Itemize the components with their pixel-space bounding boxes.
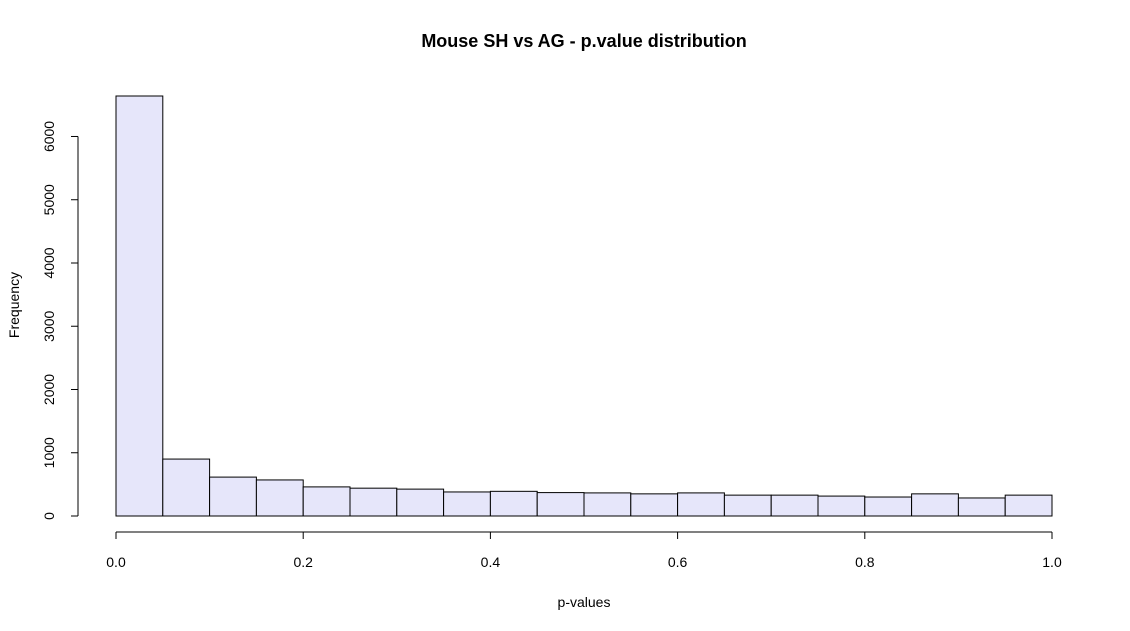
histogram-bar	[817, 495, 866, 517]
histogram-bar	[1004, 494, 1053, 517]
x-axis-label: p-values	[558, 594, 611, 610]
y-tick-label: 2000	[41, 374, 57, 405]
x-tick-label: 0.6	[668, 554, 688, 570]
histogram-bar	[349, 487, 398, 517]
histogram-bar	[957, 497, 1006, 517]
histogram-bar	[443, 491, 491, 517]
y-tick-label: 5000	[41, 184, 57, 215]
x-tick-label: 0.0	[106, 554, 126, 570]
histogram-bar	[162, 458, 211, 517]
histogram-bar	[911, 493, 959, 517]
histogram-bar	[770, 494, 819, 517]
histogram-bar	[723, 494, 772, 517]
x-tick-label: 0.4	[481, 554, 501, 570]
histogram-bar	[583, 492, 632, 517]
bars-group	[115, 95, 1053, 517]
y-tick-label: 1000	[41, 437, 57, 468]
histogram-bar	[302, 486, 351, 517]
histogram-bar	[115, 95, 164, 517]
chart-title: Mouse SH vs AG - p.value distribution	[421, 31, 746, 51]
histogram-bar	[677, 492, 725, 517]
histogram-bar	[209, 476, 257, 517]
histogram-bar	[536, 492, 585, 517]
x-tick-label: 0.2	[293, 554, 313, 570]
y-axis: 0 1000 2000 3000 4000 5000 6000	[41, 121, 79, 520]
histogram-bar	[396, 488, 445, 517]
y-axis-label: Frequency	[6, 272, 22, 338]
y-tick-label: 3000	[41, 310, 57, 341]
x-axis: 0.0 0.2 0.4 0.6 0.8 1.0	[106, 531, 1062, 570]
histogram-bar	[864, 496, 913, 517]
histogram-bar	[489, 490, 538, 517]
y-tick-label: 0	[41, 512, 57, 520]
x-tick-label: 0.8	[855, 554, 875, 570]
histogram-bar	[255, 479, 304, 517]
y-tick-label: 6000	[41, 121, 57, 152]
y-tick-label: 4000	[41, 247, 57, 278]
histogram-bar	[630, 493, 679, 517]
x-tick-label: 1.0	[1042, 554, 1062, 570]
